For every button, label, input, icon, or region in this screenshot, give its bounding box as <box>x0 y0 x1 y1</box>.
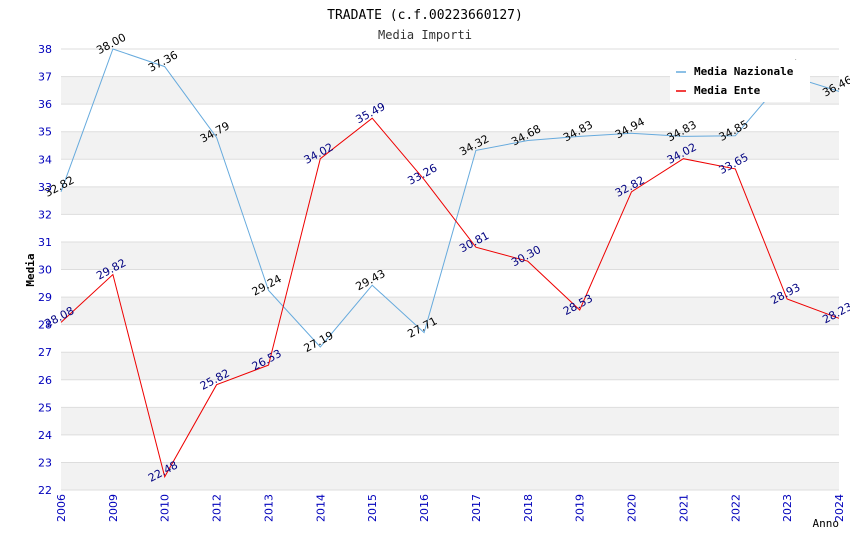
y-tick-labels: 22 23 24 25 26 27 28 29 30 31 32 33 34 35 36 37 38 <box>38 43 52 497</box>
y-tick-label: 23 <box>38 456 52 469</box>
x-tick-label: 2024 <box>833 494 846 522</box>
background-bands <box>61 49 839 490</box>
grid-band <box>61 407 839 435</box>
y-tick-label: 31 <box>38 236 52 249</box>
y-tick-label: 34 <box>38 153 52 166</box>
x-tick-label: 2006 <box>55 494 68 522</box>
grid-band <box>61 214 839 242</box>
grid-band <box>61 434 839 463</box>
chart-title: TRADATE (c.f.00223660127) <box>327 8 523 23</box>
x-tick-label: 2010 <box>159 494 172 522</box>
x-tick-label: 2012 <box>211 494 224 522</box>
x-tick-label: 2013 <box>262 494 275 522</box>
y-tick-label: 38 <box>38 43 52 56</box>
x-tick-labels: 2006 2009 2010 2012 2013 2014 2015 2016 2017 2018… <box>55 494 846 522</box>
grid-lines <box>61 48 839 491</box>
grid-band <box>61 379 839 408</box>
y-tick-label: 33 <box>38 181 52 194</box>
y-axis-label: Media <box>24 253 37 286</box>
x-axis-label: Anno <box>813 517 840 530</box>
x-tick-label: 2020 <box>626 494 639 522</box>
series-line-nazionale <box>60 48 840 348</box>
grid-band <box>61 186 839 215</box>
chart-subtitle: Media Importi <box>378 28 472 42</box>
x-tick-label: 2015 <box>366 494 379 522</box>
x-tick-label: 2021 <box>677 494 690 522</box>
y-tick-label: 24 <box>38 429 52 442</box>
legend-label-ente: Media Ente <box>694 84 761 97</box>
grid-band <box>61 269 839 298</box>
grid-band <box>61 324 839 353</box>
y-tick-label: 36 <box>38 98 52 111</box>
y-tick-label: 22 <box>38 484 52 497</box>
x-tick-label: 2009 <box>107 494 120 522</box>
x-tick-label: 2014 <box>314 494 327 522</box>
y-tick-label: 28 <box>38 319 52 332</box>
legend: Media Nazionale Media Ente <box>670 60 810 102</box>
grid-band <box>61 297 839 325</box>
legend-label-nazionale: Media Nazionale <box>694 65 794 78</box>
y-tick-label: 32 <box>38 208 52 221</box>
grid-band <box>61 104 839 132</box>
y-tick-label: 25 <box>38 401 52 414</box>
y-tick-label: 30 <box>38 264 52 277</box>
x-tick-label: 2016 <box>418 494 431 522</box>
y-tick-label: 35 <box>38 126 52 139</box>
y-tick-label: 37 <box>38 71 52 84</box>
y-tick-label: 29 <box>38 291 52 304</box>
grid-band <box>61 352 839 380</box>
y-tick-label: 27 <box>38 346 52 359</box>
y-tick-label: 26 <box>38 374 52 387</box>
series-lines <box>60 48 840 479</box>
x-tick-label: 2018 <box>522 494 535 522</box>
x-tick-label: 2019 <box>574 494 587 522</box>
x-tick-label: 2023 <box>781 494 794 522</box>
x-tick-label: 2022 <box>729 494 742 522</box>
grid-band <box>61 241 839 270</box>
legend-box <box>670 60 810 102</box>
series-line-ente <box>60 117 840 479</box>
x-tick-label: 2017 <box>470 494 483 522</box>
grid-band <box>61 462 839 490</box>
